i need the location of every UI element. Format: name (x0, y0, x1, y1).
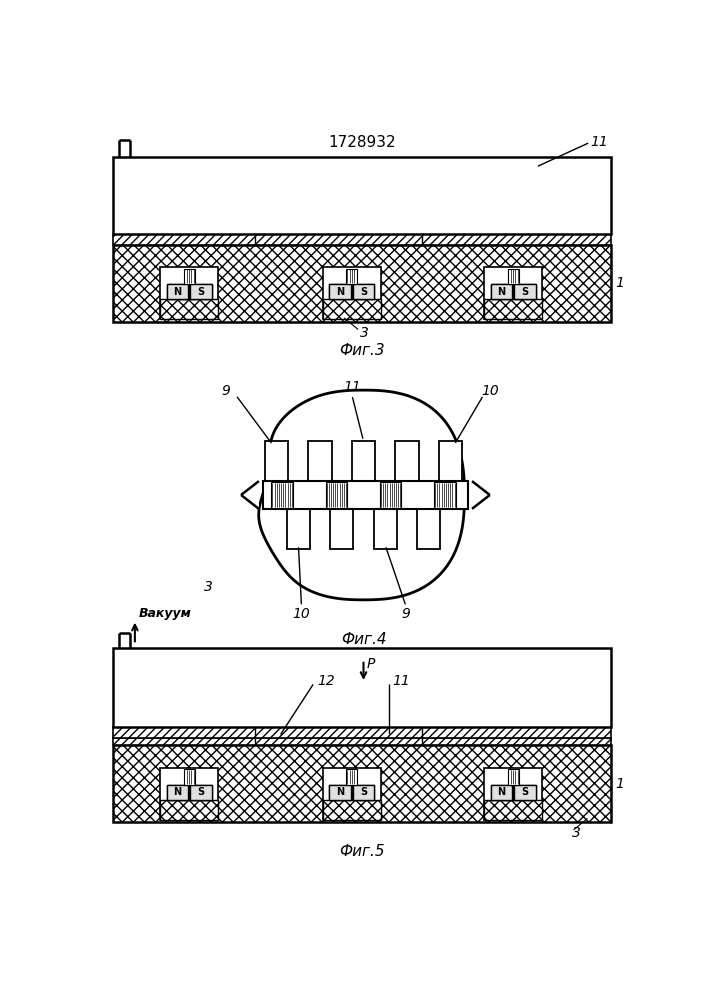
Bar (491, 785, 535, 800)
Bar (323, 768, 380, 820)
Text: N: N (337, 287, 344, 297)
Text: N: N (498, 787, 506, 797)
Bar (325, 482, 347, 508)
Text: S: S (197, 287, 204, 297)
Bar (395, 441, 419, 481)
Bar (323, 267, 380, 319)
Bar (113, 245, 611, 322)
Bar (263, 481, 468, 509)
Text: 3: 3 (360, 326, 368, 340)
Bar (184, 269, 194, 284)
Bar (373, 509, 397, 549)
Text: 1728932: 1728932 (328, 135, 396, 150)
Bar (346, 769, 357, 785)
Bar (190, 785, 211, 800)
Bar (491, 284, 513, 299)
Bar (330, 509, 354, 549)
Text: N: N (173, 287, 182, 297)
Bar (184, 769, 194, 785)
Bar (190, 284, 211, 299)
Text: N: N (498, 287, 506, 297)
Bar (323, 800, 380, 820)
Polygon shape (472, 481, 490, 509)
Text: 1: 1 (615, 276, 624, 290)
Bar (484, 768, 542, 820)
Text: S: S (197, 787, 204, 797)
Bar (271, 482, 293, 508)
Bar (434, 482, 456, 508)
Text: 3: 3 (572, 826, 581, 840)
Text: 3: 3 (204, 580, 213, 594)
Text: S: S (521, 287, 528, 297)
Text: 9: 9 (402, 607, 411, 621)
Bar (353, 785, 374, 800)
Bar (113, 648, 611, 727)
Bar (380, 482, 402, 508)
Bar (346, 269, 357, 284)
Text: 10: 10 (293, 607, 310, 621)
Text: P: P (367, 657, 375, 671)
Text: N: N (337, 787, 344, 797)
Bar (113, 727, 611, 738)
Text: 11: 11 (392, 674, 410, 688)
Bar (308, 441, 332, 481)
Bar (508, 269, 518, 284)
Text: 9: 9 (221, 384, 230, 398)
Bar (329, 785, 351, 800)
Bar (287, 509, 310, 549)
Bar (491, 284, 535, 299)
Text: 1: 1 (615, 777, 624, 791)
Text: S: S (360, 287, 367, 297)
Bar (329, 785, 374, 800)
Text: Вакуум: Вакуум (139, 607, 192, 620)
Bar (160, 299, 218, 319)
Text: 10: 10 (481, 384, 498, 398)
Text: Фиг.4: Фиг.4 (341, 632, 386, 647)
Bar (160, 267, 218, 319)
Text: 11: 11 (590, 135, 608, 149)
Bar (323, 299, 380, 319)
Bar (113, 234, 611, 245)
Bar (329, 284, 351, 299)
Bar (484, 299, 542, 319)
Polygon shape (240, 481, 259, 509)
Text: Фиг.5: Фиг.5 (339, 844, 385, 859)
Bar (167, 284, 188, 299)
Bar (167, 785, 211, 800)
Text: N: N (173, 787, 182, 797)
Bar (491, 785, 513, 800)
Bar (352, 441, 375, 481)
Bar (514, 785, 535, 800)
Polygon shape (259, 390, 464, 600)
Text: 12: 12 (317, 674, 334, 688)
Bar (438, 441, 462, 481)
Bar (484, 267, 542, 319)
Bar (167, 785, 188, 800)
Bar (417, 509, 440, 549)
Bar (160, 768, 218, 820)
Bar (113, 745, 611, 822)
Bar (265, 441, 288, 481)
Bar (113, 738, 611, 745)
Text: 11: 11 (343, 380, 361, 394)
Bar (353, 284, 374, 299)
Bar (160, 800, 218, 820)
Bar (508, 769, 518, 785)
Bar (113, 157, 611, 234)
Bar (514, 284, 535, 299)
Bar (167, 284, 211, 299)
Text: S: S (360, 787, 367, 797)
Bar (329, 284, 374, 299)
Text: S: S (521, 787, 528, 797)
Text: Фиг.3: Фиг.3 (339, 343, 385, 358)
Bar (484, 800, 542, 820)
